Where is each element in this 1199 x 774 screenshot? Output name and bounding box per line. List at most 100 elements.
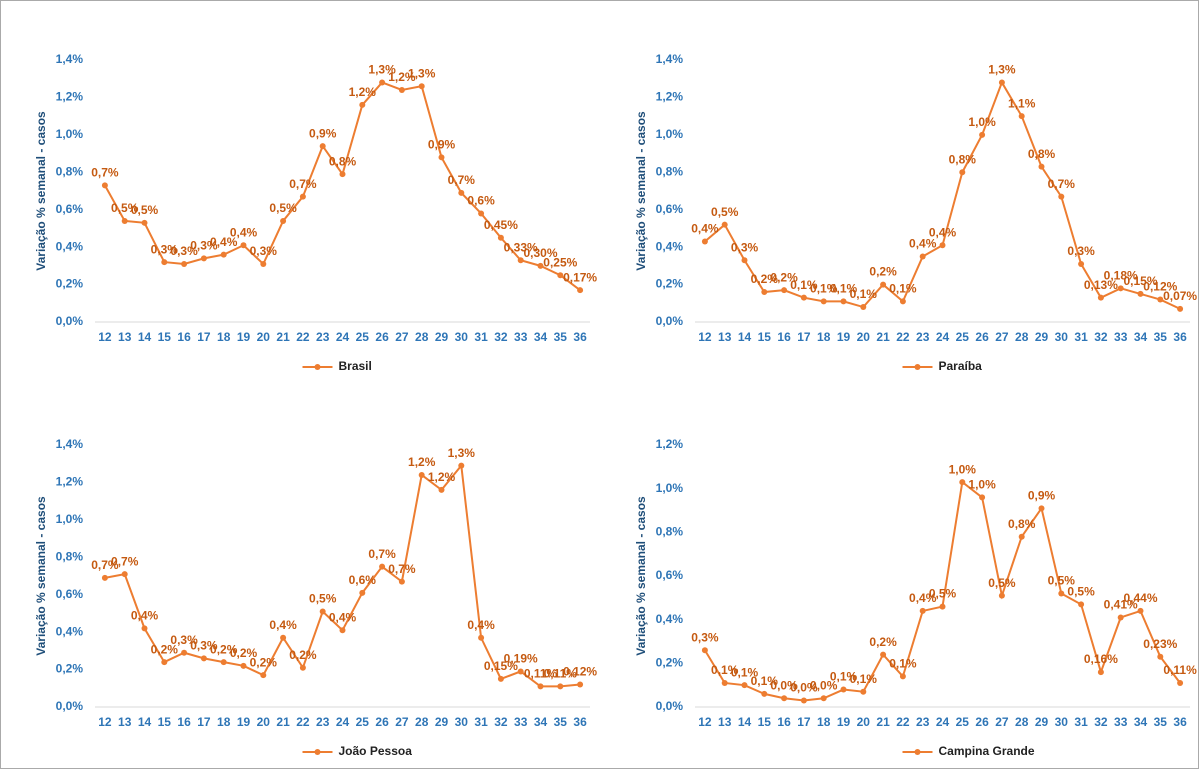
y-axis-label: Variação % semanal - casos bbox=[34, 111, 48, 271]
data-label: 0,30% bbox=[523, 246, 557, 260]
x-tick-label: 28 bbox=[415, 330, 429, 344]
x-tick-label: 19 bbox=[237, 715, 251, 729]
point bbox=[379, 563, 386, 570]
data-label: 0,8% bbox=[329, 154, 357, 168]
point bbox=[478, 634, 485, 641]
x-tick-label: 30 bbox=[1055, 330, 1069, 344]
point bbox=[761, 289, 768, 296]
point bbox=[1038, 505, 1045, 512]
y-tick-label: 0,4% bbox=[656, 239, 684, 253]
x-tick-label: 30 bbox=[1055, 715, 1069, 729]
x-tick-label: 34 bbox=[1134, 715, 1148, 729]
x-tick-label: 36 bbox=[1173, 330, 1187, 344]
x-tick-label: 29 bbox=[435, 330, 449, 344]
point bbox=[919, 253, 926, 260]
point bbox=[820, 695, 827, 702]
x-tick-label: 15 bbox=[758, 330, 772, 344]
x-tick-label: 18 bbox=[217, 330, 231, 344]
point bbox=[781, 287, 788, 294]
y-tick-label: 0,0% bbox=[56, 699, 84, 713]
point bbox=[919, 607, 926, 614]
y-tick-label: 0,8% bbox=[656, 525, 684, 539]
y-axis-label: Variação % semanal - casos bbox=[634, 111, 648, 271]
data-label: 0,4% bbox=[467, 618, 495, 632]
x-tick-label: 20 bbox=[857, 330, 871, 344]
point bbox=[1137, 607, 1144, 614]
data-label: 0,18% bbox=[1104, 268, 1138, 282]
data-label: 0,4% bbox=[269, 618, 297, 632]
x-tick-label: 33 bbox=[514, 715, 528, 729]
point bbox=[517, 668, 524, 675]
y-tick-label: 0,2% bbox=[56, 277, 84, 291]
x-tick-label: 25 bbox=[356, 330, 370, 344]
point bbox=[398, 578, 405, 585]
x-tick-label: 32 bbox=[1094, 330, 1108, 344]
point bbox=[101, 182, 108, 189]
data-label: 0,13% bbox=[1084, 278, 1118, 292]
y-axis-label: Variação % semanal - casos bbox=[34, 496, 48, 656]
point bbox=[280, 634, 287, 641]
data-label: 0,5% bbox=[111, 201, 139, 215]
data-label: 0,4% bbox=[909, 591, 937, 605]
x-tick-label: 18 bbox=[817, 715, 831, 729]
y-tick-label: 0,2% bbox=[56, 662, 84, 676]
x-tick-label: 17 bbox=[797, 330, 811, 344]
data-label: 0,3% bbox=[151, 242, 179, 256]
x-tick-label: 20 bbox=[257, 330, 271, 344]
x-tick-label: 24 bbox=[336, 330, 350, 344]
data-label: 1,0% bbox=[968, 478, 996, 492]
data-label: 0,2% bbox=[151, 642, 179, 656]
x-tick-label: 22 bbox=[896, 330, 910, 344]
point bbox=[280, 217, 287, 224]
x-tick-label: 12 bbox=[98, 330, 112, 344]
x-tick-label: 36 bbox=[573, 330, 587, 344]
data-label: 0,5% bbox=[988, 576, 1016, 590]
data-label: 0,25% bbox=[543, 255, 577, 269]
point bbox=[339, 171, 346, 178]
point bbox=[1177, 679, 1184, 686]
data-label: 0,3% bbox=[1067, 244, 1095, 258]
point bbox=[1078, 260, 1085, 267]
x-tick-label: 17 bbox=[197, 330, 211, 344]
point bbox=[220, 251, 227, 258]
data-label: 0,9% bbox=[428, 137, 456, 151]
point bbox=[339, 627, 346, 634]
x-tick-label: 15 bbox=[758, 715, 772, 729]
data-label: 0,7% bbox=[368, 547, 396, 561]
legend-label: Paraíba bbox=[939, 359, 983, 373]
point bbox=[557, 272, 564, 279]
x-tick-label: 26 bbox=[375, 330, 389, 344]
point bbox=[939, 242, 946, 249]
x-tick-label: 19 bbox=[837, 330, 851, 344]
x-tick-label: 29 bbox=[1035, 330, 1049, 344]
point bbox=[141, 219, 148, 226]
data-label: 0,3% bbox=[190, 239, 218, 253]
x-tick-label: 22 bbox=[296, 330, 310, 344]
data-label: 0,41% bbox=[1104, 598, 1138, 612]
data-label: 0,0% bbox=[790, 681, 818, 695]
data-label: 0,2% bbox=[250, 655, 278, 669]
x-tick-label: 13 bbox=[118, 715, 132, 729]
x-tick-label: 14 bbox=[138, 330, 152, 344]
y-tick-label: 1,0% bbox=[56, 512, 84, 526]
x-tick-label: 30 bbox=[455, 715, 469, 729]
y-tick-label: 1,4% bbox=[656, 52, 684, 66]
point bbox=[1058, 590, 1065, 597]
point bbox=[800, 294, 807, 301]
y-tick-label: 0,2% bbox=[656, 656, 684, 670]
point bbox=[899, 673, 906, 680]
data-label: 1,3% bbox=[988, 63, 1016, 77]
point bbox=[959, 169, 966, 176]
y-tick-label: 1,4% bbox=[56, 52, 84, 66]
data-label: 0,9% bbox=[1028, 488, 1056, 502]
x-tick-label: 31 bbox=[474, 330, 488, 344]
x-tick-label: 27 bbox=[995, 715, 1009, 729]
point bbox=[577, 287, 584, 294]
point bbox=[1177, 305, 1184, 312]
x-tick-label: 34 bbox=[534, 330, 548, 344]
point bbox=[101, 574, 108, 581]
point bbox=[880, 651, 887, 658]
data-label: 0,1% bbox=[830, 282, 858, 296]
data-label: 0,7% bbox=[289, 177, 317, 191]
